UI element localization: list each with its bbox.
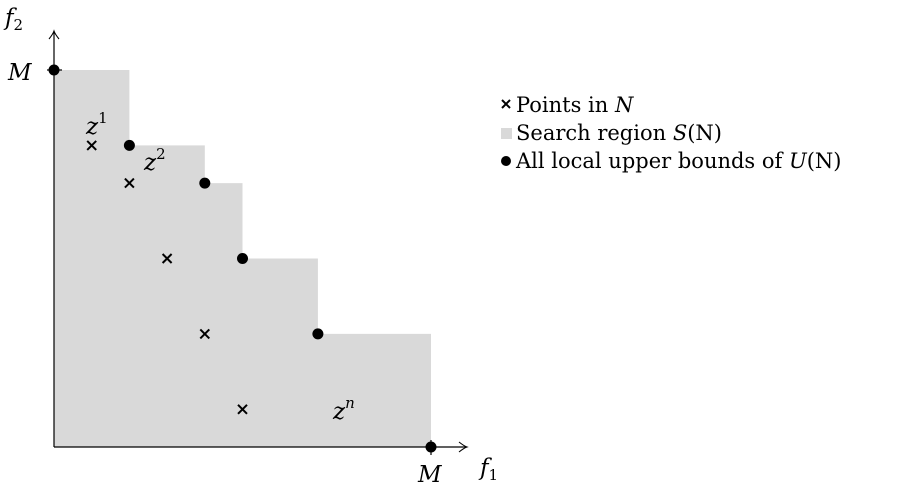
local-upper-bound-dot	[123, 139, 135, 151]
point-in-n-cross	[199, 328, 211, 340]
legend-item-points: Points in N	[501, 93, 634, 117]
x-axis-label: f1	[478, 455, 498, 484]
point-in-n-cross	[161, 253, 173, 264]
legend-item-search-region: Search region S(N)	[501, 121, 722, 145]
legend-item-upper-bounds: All local upper bounds of U(N)	[501, 149, 841, 173]
local-upper-bound-dot	[312, 328, 324, 340]
legend-dot-marker	[501, 156, 511, 166]
local-upper-bound-dot	[48, 64, 60, 76]
legend-text-upper-bounds: All local upper bounds of U(N)	[515, 149, 841, 173]
points-in-n	[86, 140, 248, 415]
x-axis-arrowhead	[458, 441, 469, 453]
y-axis-arrowhead	[48, 29, 60, 40]
point-in-n-cross	[124, 177, 135, 189]
local-upper-bounds	[48, 64, 437, 453]
legend: Points in N Search region S(N) All local…	[501, 93, 841, 173]
zn-label: zn	[332, 394, 355, 425]
legend-text-points: Points in N	[516, 93, 634, 117]
legend-text-search-region: Search region S(N)	[516, 121, 722, 145]
z2-label: z2	[143, 145, 166, 176]
local-upper-bound-dot	[237, 253, 248, 264]
y-max-label: M	[7, 60, 33, 86]
z1-label: z1	[85, 109, 108, 140]
point-in-n-cross	[237, 404, 248, 415]
local-upper-bound-dot	[425, 441, 437, 453]
point-in-n-cross	[86, 140, 97, 151]
x-max-label: M	[417, 462, 443, 488]
legend-cross-marker	[501, 99, 511, 109]
local-upper-bound-dot	[199, 177, 211, 189]
legend-square-marker	[501, 128, 512, 139]
y-axis-label: f2	[3, 5, 23, 34]
